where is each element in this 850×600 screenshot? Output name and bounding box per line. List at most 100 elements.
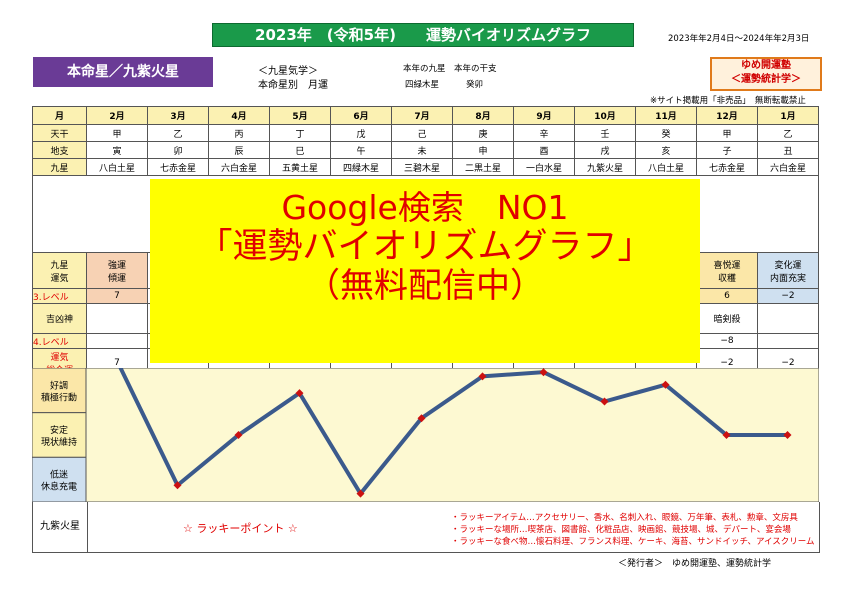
cell: 乙 — [147, 124, 209, 142]
cell: 六白金星 — [208, 158, 270, 176]
cell: 8月 — [452, 106, 514, 125]
unki-detail: 内面充実 — [769, 273, 806, 284]
row-label: 地支 — [32, 141, 87, 159]
cell: 五黄土星 — [269, 158, 331, 176]
data-point — [661, 380, 670, 389]
cell: 未 — [391, 141, 453, 159]
promo-line-2: 「運勢バイオリズムグラフ」 — [197, 226, 653, 267]
yume-kaiun-badge: ゆめ開運塾 ＜運勢統計学＞ — [710, 57, 822, 91]
band-label: 休息充電 — [41, 481, 77, 493]
cell: 6月 — [330, 106, 392, 125]
unki-detail: 傾運 — [107, 273, 126, 284]
cell: 甲 — [696, 124, 758, 142]
year-kanshi-value: 癸卯 — [466, 80, 484, 90]
cell: 戌 — [574, 141, 636, 159]
lucky-items: ・ラッキーアイテム…アクセサリー、香水、名刺入れ、眼鏡、万年筆、表札、勲章、文房… — [451, 512, 815, 548]
band-label: 好調 — [50, 379, 68, 391]
notice-text: ※サイト掲載用「非売品」 無断転載禁止 — [650, 96, 806, 106]
kigaku-sub: 本命星別 月運 — [258, 80, 328, 91]
cell — [86, 333, 148, 349]
cell: 3月 — [147, 106, 209, 125]
band-label: 積極行動 — [41, 391, 77, 403]
row-label: 4.レベル — [32, 333, 87, 349]
kigaku-label: ＜九星気学＞ — [258, 66, 318, 77]
data-point — [417, 414, 426, 423]
cell: −8 — [696, 333, 758, 349]
cell: 丑 — [757, 141, 819, 159]
cell: 甲 — [86, 124, 148, 142]
cell: 喜悦運 収穫 — [696, 252, 758, 289]
row-label: 月 — [32, 106, 87, 125]
cell: 己 — [391, 124, 453, 142]
data-point — [356, 489, 365, 498]
row-label: 吉凶神 — [32, 303, 87, 334]
unki-detail: 収穫 — [717, 273, 736, 284]
cell: 1月 — [757, 106, 819, 125]
unki-name: 喜悦運 — [713, 260, 741, 271]
cell: 庚 — [452, 124, 514, 142]
lucky-food: ・ラッキーな食べ物…懐石料理、フランス料理、ケーキ、海苔、サンドイッチ、アイスク… — [451, 537, 815, 547]
series-line — [118, 368, 788, 498]
cell: 11月 — [635, 106, 697, 125]
unki-name: 変化運 — [774, 260, 802, 271]
cell: 八白土星 — [635, 158, 697, 176]
cell: 癸 — [635, 124, 697, 142]
year-kanshi-label: 本年の干支 — [454, 64, 497, 74]
cell: 子 — [696, 141, 758, 159]
cell: 卯 — [147, 141, 209, 159]
cell: −2 — [757, 288, 819, 304]
cell: 七赤金星 — [696, 158, 758, 176]
cell: 6 — [696, 288, 758, 304]
cell: 一白水星 — [513, 158, 575, 176]
cell — [757, 303, 819, 334]
cell: 12月 — [696, 106, 758, 125]
band-label: 安定 — [50, 424, 68, 436]
promo-line-1: Google検索 NO1 — [281, 188, 569, 227]
cell: 六白金星 — [757, 158, 819, 176]
row-label: 九星 — [32, 158, 87, 176]
promo-line-3: （無料配信中） — [306, 266, 544, 307]
cell: 申 — [452, 141, 514, 159]
cell: 巳 — [269, 141, 331, 159]
data-point — [295, 389, 304, 398]
data-point — [722, 431, 731, 439]
yume-title: ゆめ開運塾 — [741, 60, 791, 71]
cell: 酉 — [513, 141, 575, 159]
cell: 辰 — [208, 141, 270, 159]
row-label: 九星 運気 — [32, 252, 87, 289]
year-kyusei-label: 本年の九星 — [403, 64, 446, 74]
cell: 10月 — [574, 106, 636, 125]
cell: 九紫火星 — [574, 158, 636, 176]
cell: 八白土星 — [86, 158, 148, 176]
data-point — [600, 397, 609, 406]
lucky-item: ・ラッキーアイテム…アクセサリー、香水、名刺入れ、眼鏡、万年筆、表札、勲章、文房… — [451, 513, 798, 523]
data-point — [173, 481, 182, 490]
cell: 亥 — [635, 141, 697, 159]
cell — [86, 303, 148, 334]
cell: 9月 — [513, 106, 575, 125]
page-title: 2023年 (令和5年) 運勢バイオリズムグラフ — [212, 23, 634, 47]
unki-name: 強運 — [107, 260, 126, 271]
cell: 暗剣殺 — [696, 303, 758, 334]
cell: 丁 — [269, 124, 331, 142]
cell: 乙 — [757, 124, 819, 142]
cell: 変化運 内面充実 — [757, 252, 819, 289]
period-text: 2023年年2月4日～2024年年2月3日 — [668, 34, 810, 44]
promo-overlay: Google検索 NO1 「運勢バイオリズムグラフ」 （無料配信中） — [150, 179, 700, 363]
data-point — [234, 431, 243, 439]
cell: 四緑木星 — [330, 158, 392, 176]
lucky-point-title: ☆ ラッキーポイント ☆ — [183, 522, 298, 535]
row-label: 天干 — [32, 124, 87, 142]
cell: 2月 — [86, 106, 148, 125]
lucky-star-name: 九紫火星 — [33, 502, 88, 552]
data-point — [539, 368, 548, 377]
publisher-text: ＜発行者＞ ゆめ開運塾、運勢統計学 — [618, 559, 772, 569]
cell: 強運 傾運 — [86, 252, 148, 289]
cell: 午 — [330, 141, 392, 159]
yume-sub: ＜運勢統計学＞ — [731, 74, 801, 85]
data-point — [783, 431, 792, 439]
lucky-section: 九紫火星 ☆ ラッキーポイント ☆ ・ラッキーアイテム…アクセサリー、香水、名刺… — [32, 502, 820, 553]
cell: 寅 — [86, 141, 148, 159]
cell: 4月 — [208, 106, 270, 125]
